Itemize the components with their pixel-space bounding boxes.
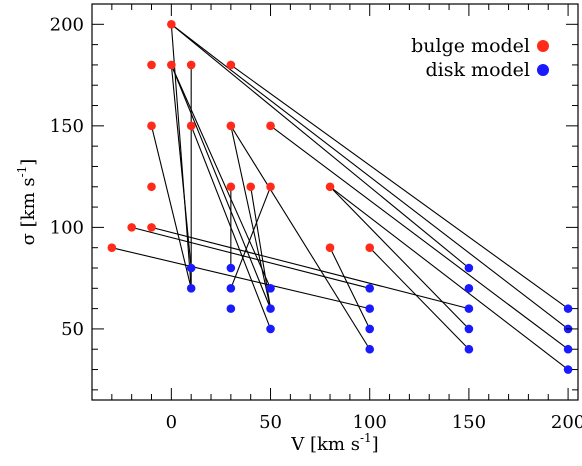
connection-line-4: [171, 65, 270, 288]
legend-marker-bulge: [537, 40, 549, 52]
bulge-point-7: [227, 122, 236, 131]
disk-point-6: [365, 284, 374, 293]
bulge-point-1: [147, 61, 156, 70]
connection-line-9: [231, 126, 370, 349]
bulge-point-13: [326, 182, 335, 191]
bulge-point-4: [227, 61, 236, 70]
disk-point-5: [266, 284, 275, 293]
x-tick-label-200: 200: [551, 412, 582, 433]
disk-point-2: [465, 264, 474, 273]
disk-point-12: [564, 304, 573, 313]
legend: bulge model disk model: [411, 35, 549, 81]
y-tick-label-150: 150: [50, 116, 84, 137]
disk-point-9: [266, 304, 275, 313]
bulge-point-11: [246, 182, 255, 191]
disk-point-3: [187, 284, 196, 293]
bulge-point-10: [227, 182, 236, 191]
bulge-point-6: [187, 122, 196, 131]
bulge-point-15: [147, 223, 156, 232]
connection-line-3: [171, 65, 270, 309]
bulge-point-18: [365, 243, 374, 252]
x-tick-label-100: 100: [353, 412, 387, 433]
disk-point-19: [564, 345, 573, 354]
legend-label-disk: disk model: [426, 59, 530, 81]
y-axis-label: σ [km s-1]: [15, 159, 39, 246]
x-tick-label-150: 150: [452, 412, 486, 433]
bulge-point-17: [326, 243, 335, 252]
y-tick-label-50: 50: [61, 319, 84, 340]
disk-point-15: [465, 325, 474, 334]
legend-marker-disk: [537, 64, 549, 76]
disk-point-14: [365, 325, 374, 334]
disk-point-13: [266, 325, 275, 334]
bulge-point-8: [266, 122, 275, 131]
y-tick-label-100: 100: [50, 217, 84, 238]
bulge-point-14: [127, 223, 136, 232]
legend-label-bulge: bulge model: [411, 35, 530, 57]
connection-line-5: [171, 65, 191, 268]
disk-point-8: [227, 304, 236, 313]
disk-point-4: [227, 284, 236, 293]
bulge-point-12: [266, 182, 275, 191]
disk-point-17: [365, 345, 374, 354]
bulge-point-0: [167, 20, 176, 29]
bulge-point-3: [187, 61, 196, 70]
disk-point-0: [187, 264, 196, 273]
disk-point-11: [465, 304, 474, 313]
x-tick-label-0: 0: [166, 412, 177, 433]
y-tick-label-200: 200: [50, 14, 84, 35]
disk-point-7: [465, 284, 474, 293]
x-axis-label: V [km s-1]: [290, 431, 378, 455]
disk-point-1: [227, 264, 236, 273]
connection-line-10: [231, 126, 271, 309]
connection-line-7: [231, 65, 568, 309]
bulge-point-5: [147, 122, 156, 131]
connection-line-1: [171, 24, 469, 268]
bulge-point-9: [147, 182, 156, 191]
bulge-point-2: [167, 61, 176, 70]
connection-line-17: [330, 187, 469, 329]
disk-point-10: [365, 304, 374, 313]
disk-point-18: [465, 345, 474, 354]
connection-line-11: [271, 126, 569, 349]
disk-point-20: [564, 365, 573, 374]
bulge-point-16: [108, 243, 117, 252]
x-tick-label-50: 50: [259, 412, 282, 433]
